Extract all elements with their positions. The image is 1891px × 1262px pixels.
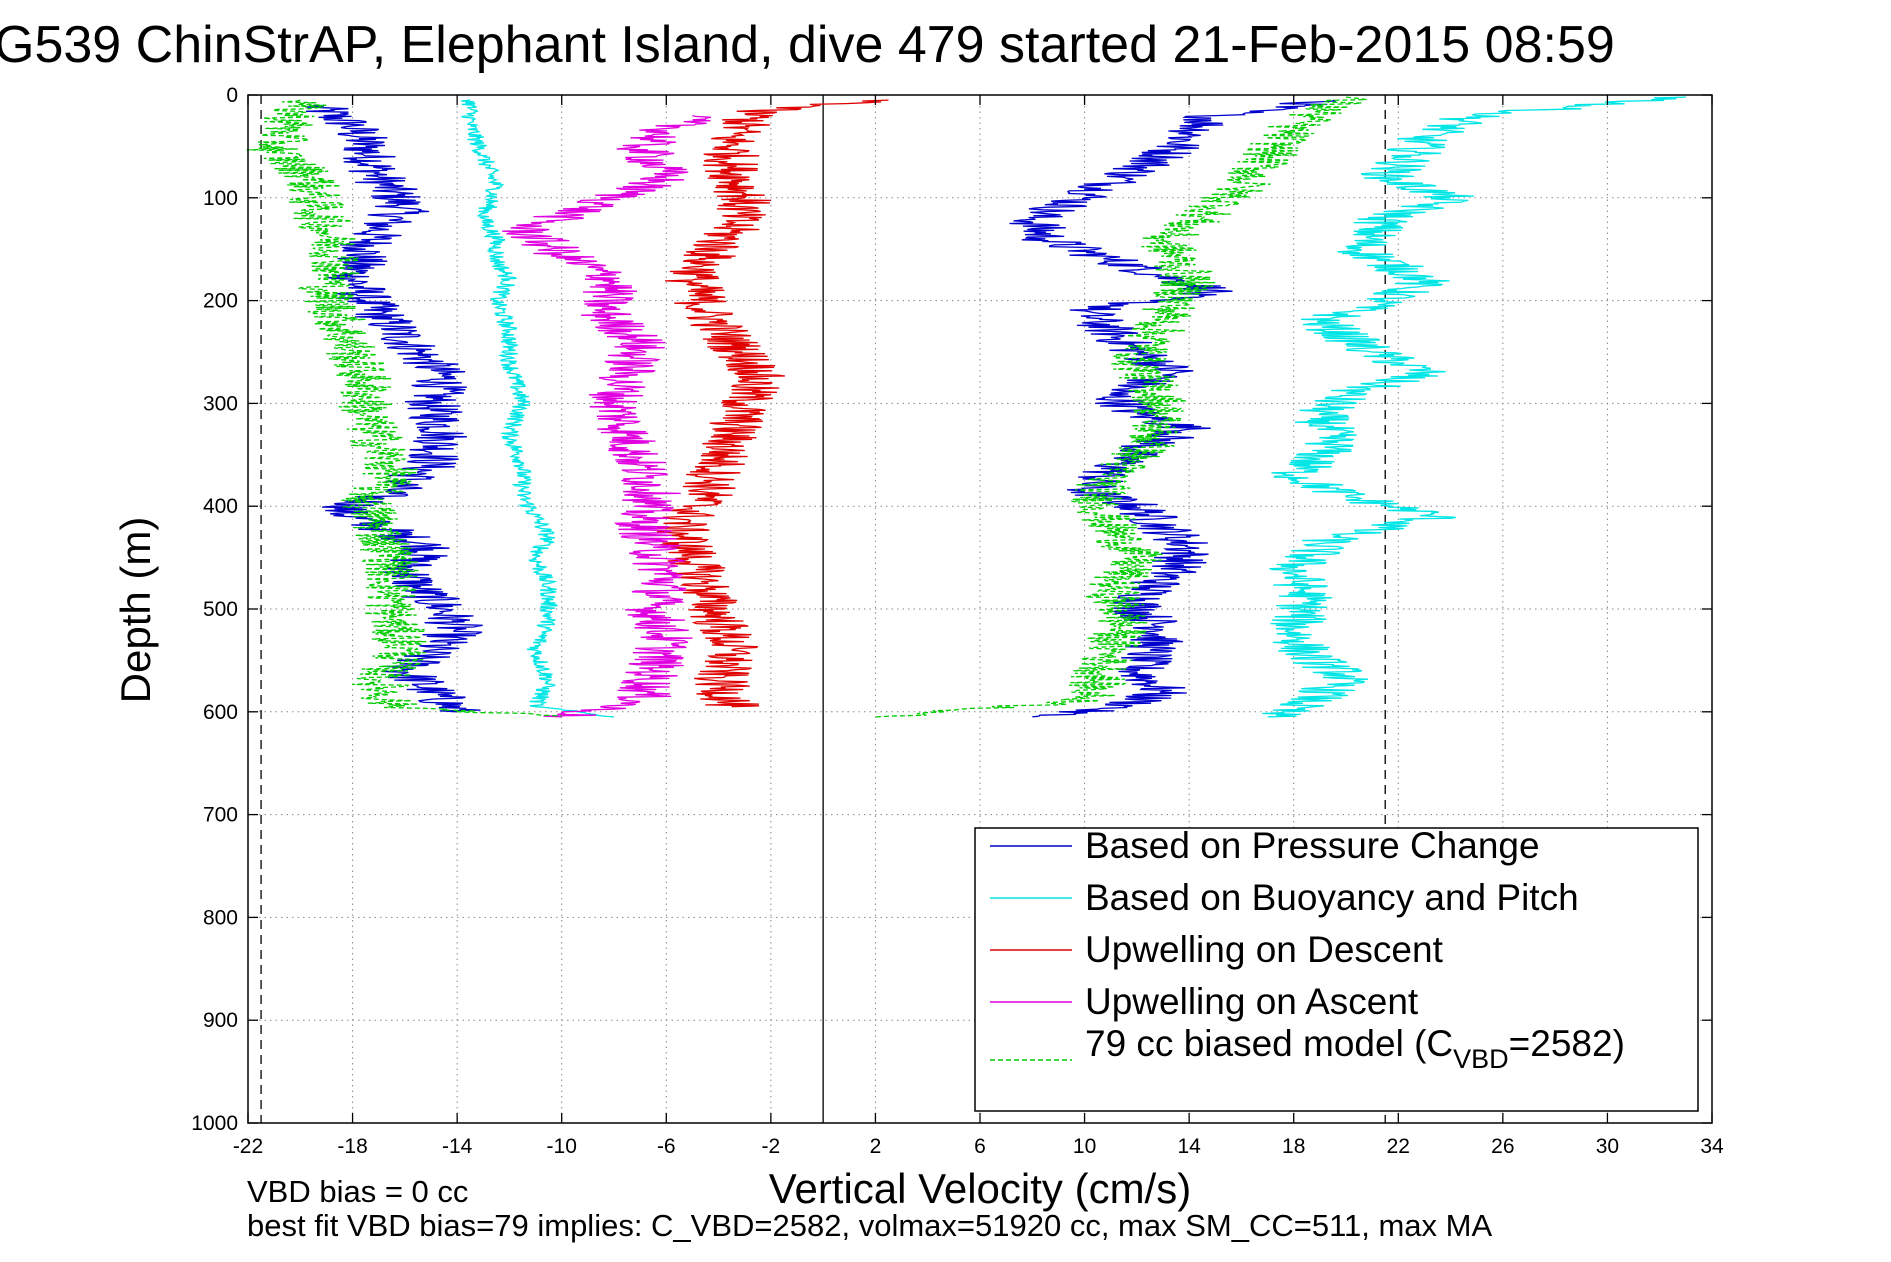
x-ticks: -22 -18 -14 -10 -6 -2 2 6 10 14 18 22 26 30 34 [233,95,1724,1158]
y-tick-label-1: 100 [203,187,238,210]
footer-line-1: VBD bias = 0 cc [247,1174,468,1209]
legend-box [974,827,1699,1112]
legend-label-0: Based on Pressure Change [1085,825,1540,866]
legend-label-1: Based on Buoyancy and Pitch [1085,877,1579,918]
legend-entries: Based on Pressure Change Based on Buoyanc… [990,825,1625,1074]
series-line-pressure_ascent [1009,99,1337,718]
legend-label-3: Upwelling on Ascent [1085,981,1419,1022]
x-tick-label-11: 22 [1387,1135,1410,1158]
y-tick-label-2: 200 [203,290,238,313]
legend: Based on Pressure Change Based on Buoyanc… [974,825,1699,1112]
x-tick-label-4: -6 [657,1135,676,1158]
series-line-model_ascent [875,96,1367,718]
series-line-pressure_descent [305,104,483,713]
legend-label-subscript: VBD [1453,1044,1509,1074]
y-tick-label-8: 800 [203,906,238,929]
footer-line-2: best fit VBD bias=79 implies: C_VBD=2582… [247,1208,1492,1243]
y-axis-label: Depth (m) [112,517,159,704]
legend-label-tail: =2582) [1509,1023,1625,1064]
y-tick-label-6: 600 [203,701,238,724]
legend-label-4: 79 cc biased model (CVBD=2582) [1085,1023,1625,1074]
x-tick-label-0: -22 [233,1135,263,1158]
x-tick-label-10: 18 [1282,1135,1305,1158]
x-tick-label-7: 6 [974,1135,986,1158]
x-tick-label-3: -10 [547,1135,577,1158]
y-tick-label-4: 400 [203,495,238,518]
series-line-model_descent [246,99,562,717]
x-tick-label-5: -2 [762,1135,781,1158]
y-tick-label-9: 900 [203,1009,238,1032]
chart-title: G539 ChinStrAP, Elephant Island, dive 47… [0,16,1615,74]
x-tick-label-14: 34 [1700,1135,1724,1158]
x-tick-label-1: -18 [337,1135,367,1158]
series-line-upwelling_descent [655,99,889,708]
x-tick-label-9: 14 [1177,1135,1201,1158]
y-ticks: 0 100 200 300 400 500 600 700 800 900 1000 [191,84,1712,1135]
x-axis-label: Vertical Velocity (cm/s) [769,1165,1191,1212]
y-tick-label-0: 0 [226,84,238,107]
legend-label-2: Upwelling on Descent [1085,929,1444,970]
y-tick-label-7: 700 [203,804,238,827]
series-line-buoyancy_ascent [1262,96,1686,718]
x-tick-label-12: 26 [1491,1135,1514,1158]
series-line-buoyancy_descent [461,99,615,718]
y-tick-label-3: 300 [203,392,238,415]
series-group [246,96,1686,718]
x-tick-label-2: -14 [442,1135,473,1158]
x-tick-label-13: 30 [1596,1135,1619,1158]
y-tick-label-5: 500 [203,598,238,621]
x-tick-label-6: 2 [870,1135,882,1158]
series-line-upwelling_ascent [502,114,711,718]
legend-label-main: 79 cc biased model (C [1085,1023,1453,1064]
x-tick-label-8: 10 [1073,1135,1096,1158]
y-tick-label-10: 1000 [191,1112,238,1135]
